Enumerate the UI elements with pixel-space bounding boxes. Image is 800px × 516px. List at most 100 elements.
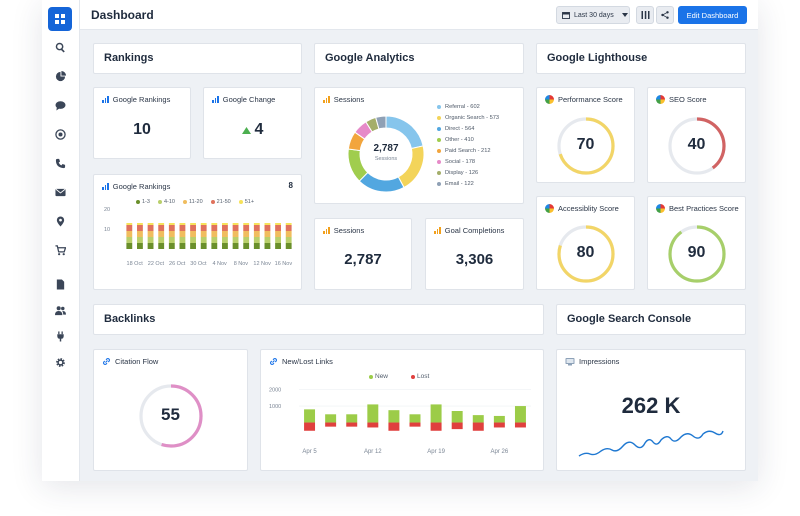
plug-icon[interactable] (52, 328, 68, 344)
bar-segment (275, 225, 281, 231)
date-range-label: Last 30 days (574, 11, 614, 19)
new-lost-links-widget[interactable]: New/Lost Links New Lost 2000 1000 Apr 5 Apr… (260, 349, 544, 471)
bar-segment (179, 237, 186, 243)
y-tick-label: 10 (104, 227, 110, 233)
bar (388, 422, 400, 431)
sessions-donut-chart (347, 115, 425, 193)
performance-score-value: 70 (576, 136, 595, 153)
impressions-widget[interactable]: Impressions 262 K (556, 349, 746, 471)
goal-completions-widget[interactable]: Goal Completions 3,306 (425, 218, 524, 290)
google-rankings-widget[interactable]: Google Rankings 10 (93, 87, 191, 159)
widget-title: Best Practices Score (669, 204, 739, 213)
x-tick-label: 18 Oct (127, 261, 144, 267)
best-practices-score-widget[interactable]: Best Practices Score 90 (647, 196, 746, 290)
dashboard-nav-button[interactable] (48, 7, 72, 31)
bar-segment (200, 223, 207, 225)
y-tick-label: 1000 (269, 404, 281, 410)
google-analytics-section-header: Google Analytics (314, 43, 524, 74)
gauge-fill (668, 225, 726, 283)
backlinks-section-header: Backlinks (93, 304, 544, 335)
bar-segment (222, 223, 228, 225)
bar-segment (190, 231, 196, 237)
target-icon[interactable] (52, 126, 68, 142)
bar-segment (190, 243, 196, 249)
google-change-widget[interactable]: Google Change 4 (203, 87, 302, 159)
bar-segment (285, 237, 292, 243)
performance-score-widget[interactable]: Performance Score 70 (536, 87, 635, 183)
bar (514, 406, 526, 423)
bar-segment (137, 243, 143, 249)
bar-segment (211, 237, 218, 243)
donut-center-value: 2,787 (373, 143, 399, 154)
bar-segment (211, 223, 218, 225)
bar-segment (243, 223, 250, 225)
citation-flow-widget[interactable]: Citation Flow 55 (93, 349, 248, 471)
bar-chart-icon (323, 227, 330, 234)
columns-icon (641, 11, 649, 19)
search-icon[interactable] (52, 39, 68, 55)
accessibility-score-widget[interactable]: Accessiblity Score 80 (536, 196, 635, 290)
sessions-widget[interactable]: Sessions 2,787 (314, 218, 412, 290)
legend-item: Display - 126 (437, 167, 517, 178)
x-tick-label: 16 Nov (275, 261, 293, 267)
legend-item: Referral - 602 (437, 102, 517, 113)
email-icon[interactable] (52, 184, 68, 200)
bar-segment (275, 237, 281, 243)
legend-lost: Lost (411, 373, 429, 380)
rankings-section-header: Rankings (93, 43, 302, 74)
bar (472, 422, 484, 431)
google-rankings-chart-widget[interactable]: Google Rankings 8 1-3 4-10 11-20 21-50 51+ 2… (93, 174, 302, 290)
share-icon (661, 11, 669, 19)
bar-segment (232, 243, 239, 249)
edit-dashboard-button[interactable]: Edit Dashboard (678, 6, 747, 24)
pie-chart-icon[interactable] (52, 68, 68, 84)
bar-segment (168, 243, 175, 249)
seo-score-widget[interactable]: SEO Score 40 (647, 87, 746, 183)
sessions-donut-widget[interactable]: Sessions 2,787 Sessions Referral - 602 Or… (314, 87, 524, 204)
phone-icon[interactable] (52, 155, 68, 171)
columns-button[interactable] (636, 6, 654, 24)
bar-segment (168, 225, 175, 231)
x-tick-label: Apr 19 (427, 449, 445, 455)
widget-title: Sessions (333, 226, 365, 235)
document-icon[interactable] (52, 276, 68, 292)
chat-icon[interactable] (52, 97, 68, 113)
shopping-cart-icon[interactable] (52, 242, 68, 258)
bar-segment (200, 243, 207, 249)
bar-segment (200, 231, 207, 237)
bar-segment (137, 237, 143, 243)
bar (367, 422, 379, 428)
bar-segment (200, 237, 207, 243)
bar-segment (158, 225, 165, 231)
bar-segment (264, 223, 271, 225)
bar-segment (179, 223, 186, 225)
gauge-fill (668, 117, 726, 175)
x-tick-label: Apr 12 (364, 449, 382, 455)
date-range-dropdown[interactable]: Last 30 days (556, 6, 630, 24)
bar-segment (147, 243, 154, 249)
impressions-sparkline (578, 430, 724, 457)
google-change-value: 4 (254, 121, 264, 138)
bar (451, 422, 463, 430)
legend-item: 1-3 (136, 199, 150, 205)
bar-segment (285, 223, 292, 225)
impressions-value: 262 K (621, 393, 681, 418)
bar (514, 422, 526, 428)
bar-segment (147, 225, 154, 231)
x-tick-label: 12 Nov (253, 261, 271, 267)
bar-segment (243, 231, 250, 237)
bar-segment (232, 237, 239, 243)
bar-segment (158, 243, 165, 249)
section-title: Google Lighthouse (547, 52, 648, 64)
x-tick-label: 30 Oct (190, 261, 207, 267)
bar-segment (275, 223, 281, 225)
google-search-console-section-header: Google Search Console (556, 304, 746, 335)
bar-segment (137, 223, 143, 225)
share-button[interactable] (656, 6, 674, 24)
rankings-stacked-bar-chart: 20 10 18 Oct 22 Oct 26 Oct 30 Oct 4 Nov 8 Nov 12… (104, 207, 293, 267)
link-icon (103, 358, 110, 365)
users-icon[interactable] (52, 302, 68, 318)
settings-gear-icon[interactable] (52, 354, 68, 370)
location-pin-icon[interactable] (52, 213, 68, 229)
donut-slice (375, 115, 387, 130)
